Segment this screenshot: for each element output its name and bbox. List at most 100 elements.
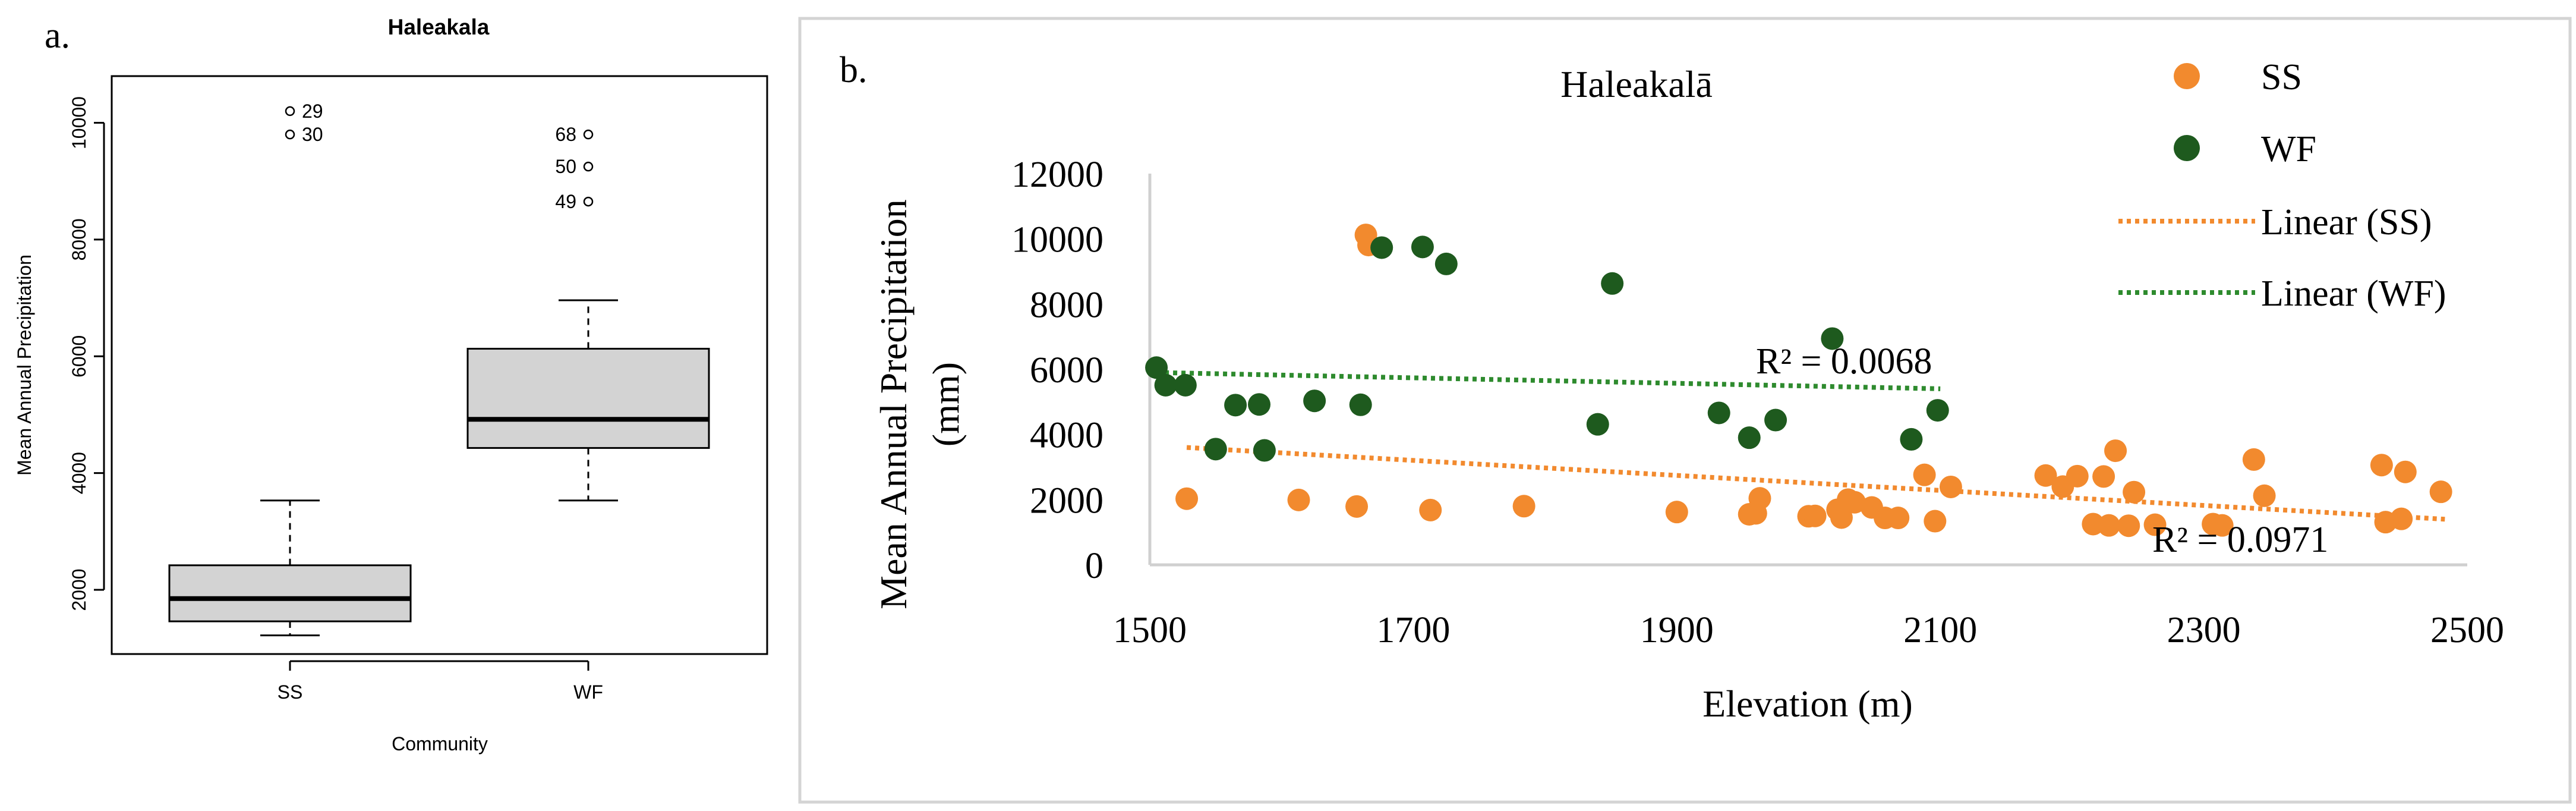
panel-b-point-ss [1913, 463, 1936, 486]
panel-a-box-group-wf: 68 50 49 [466, 124, 710, 502]
panel-a-outlier-label: 30 [302, 124, 323, 145]
panel-b-y-tick-label: 2000 [1030, 480, 1103, 521]
panel-a-y-axis: 2000 4000 6000 8000 10000 [68, 96, 105, 611]
panel-b-point-wf [1204, 438, 1227, 461]
panel-a-outlier-label: 50 [555, 156, 576, 177]
panel-b-point-wf [1224, 394, 1247, 417]
panel-b-point-ss [2123, 480, 2146, 504]
panel-b-point-wf [1248, 393, 1271, 416]
panel-b-frame [798, 17, 2572, 804]
panel-b-point-ss [1748, 487, 1771, 510]
panel-b-point-ss [1512, 495, 1535, 518]
panel-b-point-ss [1665, 501, 1688, 524]
panel-b-point-wf [1900, 427, 1923, 451]
panel-b-point-ss [2253, 484, 2276, 507]
panel-b-y-tick-label: 8000 [1030, 285, 1103, 325]
panel-b-legend: SS WF Linear (SS) Linear (WF) [2118, 57, 2446, 314]
panel-b-point-wf [1303, 389, 1326, 413]
panel-a-x-tick-label: WF [573, 681, 603, 703]
panel-b-point-wf [1434, 252, 1458, 275]
panel-b-label: b. [840, 50, 868, 90]
panel-b-point-ss [1345, 495, 1369, 518]
panel-b-point-wf [1926, 399, 1949, 422]
panel-b-point-ss [1287, 488, 1310, 511]
panel-b-x-tick-label: 1500 [1113, 610, 1187, 650]
panel-a-box [168, 564, 412, 623]
panel-b-x-tick-label: 2500 [2430, 610, 2504, 650]
panel-b-legend-label: Linear (SS) [2261, 202, 2432, 243]
panel-b-point-ss [2097, 514, 2120, 537]
panel-b-point-wf [1154, 373, 1177, 397]
panel-b-point-wf [1601, 272, 1624, 295]
panel-b-legend-marker-ss [2174, 63, 2200, 89]
panel-b-point-wf [1738, 426, 1761, 449]
panel-a-y-tick-label: 2000 [68, 568, 90, 611]
panel-a-label: a. [45, 15, 70, 56]
panel-a-outlier [285, 129, 295, 140]
panel-b-point-wf [1764, 408, 1787, 432]
panel-b-trendline-linearss [1186, 445, 2445, 522]
panel-b-legend-label: SS [2261, 57, 2302, 98]
panel-b-r2-labels: R² = 0.0068 R² = 0.0971 [1756, 341, 2328, 560]
panel-b-y-axis-label: Mean Annual Precipitation (mm) [872, 199, 967, 609]
panel-b-x-tick-label: 2100 [1903, 610, 1977, 650]
panel-b-point-ss [1887, 507, 1910, 530]
panel-b-y-tick-label: 4000 [1030, 416, 1103, 456]
panel-a-y-tick-label: 6000 [68, 335, 90, 378]
panel-b-points [1145, 224, 2452, 537]
panel-a-outlier-label: 49 [555, 191, 576, 212]
panel-b-point-ss [1803, 504, 1827, 527]
panel-b-point-ss [2034, 464, 2057, 487]
panel-b-point-ss [2104, 439, 2127, 463]
panel-a-outlier [583, 129, 594, 140]
panel-b-x-axis-label: Elevation (m) [1702, 683, 1913, 725]
panel-b-title: Haleakalā [1560, 63, 1713, 105]
panel-b-legend-label: Linear (WF) [2261, 274, 2446, 314]
panel-b-point-ss [2092, 465, 2115, 488]
panel-b-point-ss [1924, 510, 1947, 533]
panel-a-y-tick-label: 8000 [68, 218, 90, 260]
panel-b-point-ss [2390, 507, 2413, 530]
panel-b-series-wf [1145, 235, 1949, 462]
panel-a-outlier-label: 29 [302, 100, 323, 122]
panel-b-y-tick-label: 12000 [1011, 155, 1103, 195]
panel-a-outlier [583, 196, 594, 207]
panel-b-point-ss [2242, 448, 2265, 471]
panel-b-x-tick-label: 1700 [1376, 610, 1450, 650]
panel-a-y-tick-label: 4000 [68, 452, 90, 494]
panel-b-point-ss [2394, 460, 2417, 483]
panel-b-point-wf [1253, 439, 1276, 462]
panel-b-series-ss [1175, 224, 2452, 537]
panel-b-point-ss [1939, 475, 1962, 498]
panel-a-x-tick-label: SS [278, 681, 303, 703]
panel-a-title: Haleakala [388, 15, 490, 39]
panel-a-outlier [285, 106, 295, 117]
panel-b-r2-label-ss: R² = 0.0971 [2152, 520, 2328, 560]
panel-b-y-tick-label: 0 [1085, 546, 1103, 586]
panel-b-y-axis-label-line2: (mm) [925, 362, 967, 447]
panel-b-x-tick-label: 2300 [2167, 610, 2241, 650]
panel-b-trendlines [1156, 370, 2445, 522]
panel-b-point-ss [1175, 487, 1199, 510]
panel-b-point-wf [1145, 356, 1168, 379]
panel-b-point-ss [2066, 464, 2089, 488]
panel-b-x-tick-label: 1900 [1640, 610, 1714, 650]
panel-b: b. Haleakalā 0 2000 4000 6000 8000 10000 12000… [798, 17, 2572, 804]
panel-a-y-tick-label: 10000 [68, 96, 90, 149]
panel-b-legend-marker-wf [2174, 135, 2200, 161]
panel-b-point-wf [1707, 401, 1730, 425]
panel-b-point-ss [2429, 480, 2452, 504]
panel-a-x-axis: SS WF [278, 660, 603, 703]
panel-b-point-wf [1821, 327, 1844, 350]
panel-b-trendline-linearwf [1156, 370, 1941, 391]
panel-b-y-tick-label: 10000 [1011, 220, 1103, 260]
panel-b-point-ss [2211, 514, 2234, 537]
panel-b-point-wf [1586, 413, 1609, 436]
panel-a-y-axis-label: Mean Annual Precipitation [14, 254, 35, 476]
panel-b-point-wf [1174, 373, 1197, 397]
panel-b-point-ss [2370, 454, 2393, 477]
panel-b-point-ss [1843, 491, 1866, 514]
